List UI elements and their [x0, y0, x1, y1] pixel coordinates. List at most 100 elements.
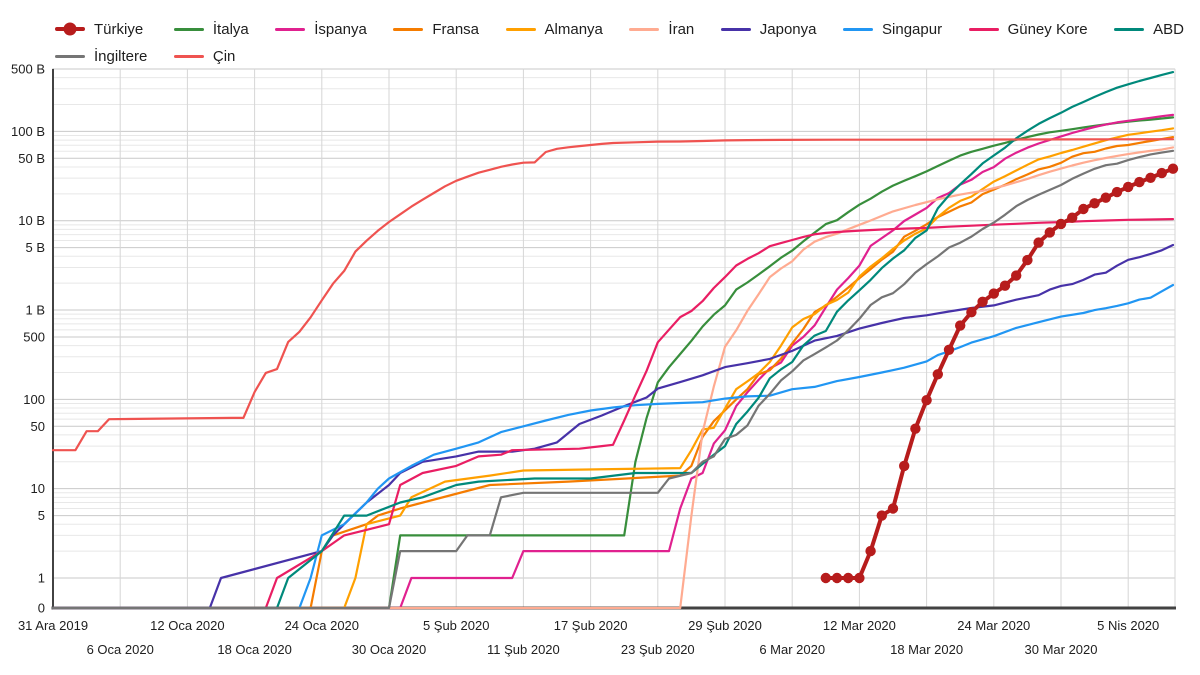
legend-label-abd: ABD — [1153, 20, 1184, 38]
legend-swatch-guney-kore — [968, 27, 999, 31]
x-tick-label: 24 Oca 2020 — [285, 618, 359, 633]
x-tick-label: 12 Mar 2020 — [823, 618, 896, 633]
turkiye-marker — [977, 296, 988, 307]
series-line-singapur — [51, 283, 1175, 610]
series-line-iran — [51, 146, 1175, 610]
legend-swatch-ingiltere — [55, 54, 85, 58]
legend-swatch-japonya — [720, 27, 751, 31]
turkiye-marker — [1078, 203, 1089, 215]
turkiye-marker — [943, 344, 955, 355]
legend-label-singapur: Singapur — [882, 20, 943, 38]
turkiye-marker — [988, 288, 999, 299]
legend-item-italya[interactable]: İtalya — [173, 18, 249, 40]
x-tick-label: 5 Şub 2020 — [423, 618, 490, 633]
series-line-fransa — [51, 136, 1175, 610]
turkiye-marker — [1033, 237, 1044, 248]
legend-label-iran: İran — [668, 20, 695, 38]
turkiye-marker — [921, 395, 932, 406]
legend-item-ingiltere[interactable]: İngiltere — [55, 45, 147, 67]
y-tick-label: 5 B — [25, 240, 45, 255]
legend-label-turkiye: Türkiye — [94, 20, 144, 38]
turkiye-marker — [1167, 163, 1179, 174]
turkiye-marker — [876, 510, 887, 521]
x-tick-label: 12 Oca 2020 — [150, 618, 224, 633]
y-tick-label: 10 — [31, 481, 45, 496]
series-line-ingiltere — [51, 149, 1175, 610]
y-tick-label: 50 — [31, 419, 45, 434]
legend-swatch-turkiye — [55, 22, 85, 36]
legend-item-cin[interactable]: Çin — [173, 45, 249, 67]
x-tick-label: 6 Oca 2020 — [87, 642, 154, 657]
turkiye-marker — [899, 460, 910, 472]
legend-item-turkiye[interactable]: Türkiye — [55, 18, 147, 40]
x-tick-label: 6 Mar 2020 — [759, 642, 825, 657]
turkiye-marker — [1089, 198, 1100, 209]
turkiye-marker — [831, 572, 843, 584]
turkiye-marker — [1123, 181, 1134, 193]
legend-item-japonya[interactable]: Japonya — [720, 18, 817, 40]
legend-label-cin: Çin — [212, 47, 236, 65]
turkiye-marker — [932, 369, 943, 380]
legend-label-guney-kore: Güney Kore — [1007, 20, 1088, 38]
legend-item-iran[interactable]: İran — [629, 18, 694, 40]
y-tick-label: 500 B — [11, 61, 45, 76]
turkiye-marker — [966, 307, 977, 318]
x-tick-label: 29 Şub 2020 — [688, 618, 762, 633]
x-tick-label: 31 Ara 2019 — [18, 618, 88, 633]
series-line-cin — [51, 138, 1175, 452]
turkiye-marker — [1067, 212, 1078, 223]
y-tick-label: 0 — [38, 601, 45, 616]
y-tick-label: 100 B — [11, 124, 45, 139]
x-tick-label: 18 Mar 2020 — [890, 642, 963, 657]
turkiye-marker — [843, 572, 854, 584]
turkiye-marker — [1111, 186, 1123, 198]
turkiye-marker — [1011, 270, 1022, 281]
turkiye-marker — [1134, 176, 1145, 188]
turkiye-marker — [910, 423, 921, 434]
x-tick-label: 30 Mar 2020 — [1025, 642, 1098, 657]
turkiye-marker — [1022, 254, 1033, 266]
x-tick-label: 18 Oca 2020 — [217, 642, 291, 657]
y-tick-label: 100 — [23, 392, 45, 407]
turkiye-marker — [820, 572, 831, 584]
legend-label-ispanya: İspanya — [314, 20, 367, 38]
y-tick-label: 1 B — [25, 303, 45, 318]
series-line-almanya — [51, 127, 1175, 610]
legend-swatch-italya — [173, 27, 204, 31]
series-line-abd — [51, 71, 1175, 610]
turkiye-marker — [887, 503, 899, 514]
x-tick-label: 24 Mar 2020 — [957, 618, 1030, 633]
x-tick-label: 5 Nis 2020 — [1097, 618, 1159, 633]
x-tick-label: 30 Oca 2020 — [352, 642, 426, 657]
legend-swatch-fransa — [393, 27, 424, 31]
legend-swatch-ispanya — [275, 27, 306, 31]
turkiye-marker — [999, 280, 1011, 291]
x-tick-label: 23 Şub 2020 — [621, 642, 695, 657]
turkiye-marker — [854, 572, 865, 584]
legend-item-almanya[interactable]: Almanya — [505, 18, 603, 40]
legend-swatch-cin — [173, 54, 204, 58]
y-tick-label: 10 B — [18, 213, 45, 228]
legend-item-ispanya[interactable]: İspanya — [275, 18, 367, 40]
legend-marker-dot-turkiye — [63, 22, 77, 36]
legend-label-almanya: Almanya — [544, 20, 603, 38]
x-tick-label: 11 Şub 2020 — [487, 642, 560, 657]
turkiye-marker — [1055, 218, 1067, 230]
series-line-italya — [51, 116, 1175, 610]
legend-item-abd[interactable]: ABD — [1114, 18, 1184, 40]
legend-swatch-almanya — [505, 27, 536, 31]
turkiye-marker — [1156, 167, 1168, 179]
chart-legend: Türkiye İtalya İspanya Fransa Almanya İran Jap… — [55, 18, 1184, 67]
turkiye-marker — [955, 320, 966, 331]
legend-label-italya: İtalya — [212, 20, 249, 38]
legend-item-singapur[interactable]: Singapur — [843, 18, 942, 40]
y-tick-label: 500 — [23, 329, 45, 344]
legend-item-guney-kore[interactable]: Güney Kore — [968, 18, 1088, 40]
legend-swatch-singapur — [843, 27, 874, 31]
legend-label-japonya: Japonya — [759, 20, 817, 38]
turkiye-marker — [1145, 172, 1156, 183]
legend-item-fransa[interactable]: Fransa — [393, 18, 479, 40]
legend-label-fransa: Fransa — [432, 20, 480, 38]
